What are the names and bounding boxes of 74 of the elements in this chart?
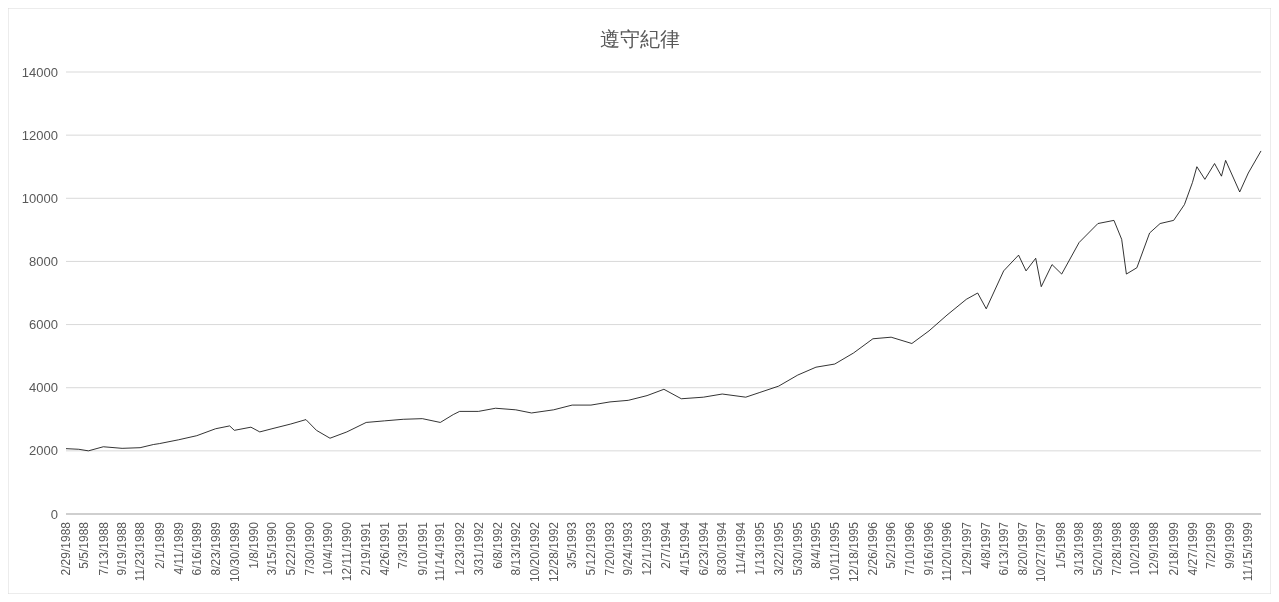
y-tick-label: 12000	[21, 127, 58, 143]
x-tick-label: 11/15/1999	[1241, 521, 1256, 582]
y-tick-label: 14000	[21, 64, 58, 80]
x-tick-label: 5/22/1990	[283, 521, 298, 576]
x-tick-label: 4/11/1989	[171, 521, 186, 575]
x-tick-label: 10/4/1990	[321, 521, 336, 576]
y-tick-label: 10000	[21, 190, 58, 206]
x-tick-label: 7/2/1999	[1203, 521, 1218, 569]
x-tick-label: 4/15/1994	[677, 521, 692, 576]
y-tick-label: 6000	[29, 317, 58, 333]
x-tick-label: 3/31/1992	[471, 521, 486, 576]
x-tick-label: 3/15/1990	[265, 521, 280, 576]
x-tick-label: 7/20/1993	[603, 521, 618, 576]
x-tick-label: 5/2/1996	[884, 521, 899, 569]
x-tick-label: 1/13/1995	[753, 521, 768, 576]
x-tick-label: 7/3/1991	[396, 521, 411, 569]
x-tick-label: 8/23/1989	[208, 521, 223, 576]
y-tick-label: 0	[50, 506, 58, 522]
x-tick-label: 6/8/1992	[490, 521, 505, 569]
x-tick-label: 4/27/1999	[1185, 521, 1200, 576]
x-tick-label: 2/7/1994	[659, 521, 674, 569]
chart-title: 遵守紀律	[599, 28, 680, 50]
x-tick-label: 2/29/1988	[59, 521, 74, 576]
x-tick-label: 8/13/1992	[508, 521, 523, 576]
x-tick-label: 9/16/1996	[922, 521, 937, 576]
x-tick-label: 1/23/1992	[452, 521, 467, 576]
x-tick-label: 8/20/1997	[1015, 521, 1030, 576]
x-tick-label: 3/5/1993	[565, 521, 580, 569]
x-tick-label: 12/1/1993	[640, 521, 655, 576]
x-tick-label: 10/30/1989	[227, 521, 242, 583]
x-tick-label: 6/13/1997	[996, 521, 1011, 576]
y-tick-label: 4000	[29, 380, 58, 396]
x-tick-label: 6/23/1994	[696, 521, 711, 576]
x-tick-label: 2/26/1996	[866, 521, 881, 576]
x-tick-label: 1/29/1997	[959, 521, 974, 576]
x-tick-label: 7/30/1990	[303, 521, 318, 576]
x-tick-label: 2/18/1999	[1166, 521, 1181, 576]
x-tick-label: 8/30/1994	[715, 521, 730, 576]
x-tick-label: 9/9/1999	[1222, 521, 1237, 569]
x-tick-label: 5/30/1995	[790, 521, 805, 576]
x-tick-label: 11/4/1994	[733, 521, 748, 575]
x-tick-label: 12/11/1990	[340, 521, 355, 582]
x-tick-label: 8/4/1995	[809, 521, 824, 569]
x-tick-label: 1/5/1998	[1053, 521, 1068, 569]
x-tick-label: 4/8/1997	[978, 521, 993, 569]
x-tick-label: 6/16/1989	[189, 521, 204, 576]
line-series	[65, 150, 1262, 452]
x-tick-label: 10/11/1995	[827, 521, 842, 582]
x-tick-label: 7/28/1998	[1110, 521, 1125, 576]
x-tick-label: 3/13/1998	[1072, 521, 1087, 576]
x-tick-label: 11/23/1988	[133, 521, 148, 582]
x-tick-label: 9/19/1988	[115, 521, 130, 576]
x-tick-label: 7/10/1996	[903, 521, 918, 576]
x-tick-label: 5/12/1993	[584, 521, 599, 576]
x-tick-label: 11/20/1996	[940, 521, 955, 582]
x-tick-label: 9/24/1993	[621, 521, 636, 576]
x-tick-label: 10/20/1992	[527, 521, 542, 583]
x-tick-label: 5/20/1998	[1091, 521, 1106, 576]
x-tick-label: 9/10/1991	[415, 521, 430, 576]
x-tick-label: 10/2/1998	[1128, 521, 1143, 576]
x-tick-label: 12/9/1998	[1147, 521, 1162, 576]
x-tick-label: 3/22/1995	[771, 521, 786, 576]
x-tick-label: 12/18/1995	[846, 521, 861, 583]
x-tick-label: 4/26/1991	[377, 521, 392, 576]
x-tick-label: 2/1/1989	[152, 521, 167, 569]
x-tick-label: 12/28/1992	[546, 521, 561, 583]
x-tick-label: 1/8/1990	[246, 521, 261, 569]
y-tick-label: 8000	[29, 253, 58, 269]
x-tick-label: 10/27/1997	[1034, 521, 1049, 583]
x-tick-label: 2/19/1991	[359, 521, 374, 576]
x-tick-label: 7/13/1988	[96, 521, 111, 576]
x-tick-label: 11/14/1991	[433, 521, 448, 582]
y-tick-label: 2000	[29, 443, 58, 459]
x-tick-label: 5/5/1988	[77, 521, 92, 569]
